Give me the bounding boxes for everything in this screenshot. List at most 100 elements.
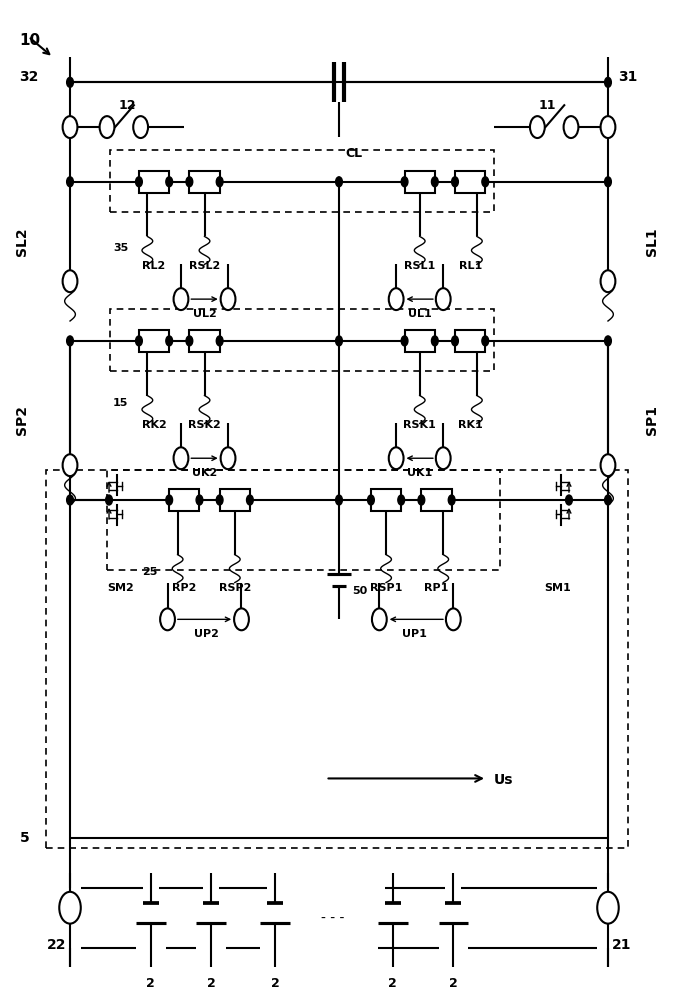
Text: UK2: UK2 (192, 468, 217, 478)
Circle shape (367, 495, 374, 505)
Text: 2: 2 (207, 977, 216, 990)
Bar (170, 489, 199, 511)
Text: 2: 2 (146, 977, 155, 990)
Circle shape (66, 77, 73, 87)
Text: 2: 2 (388, 977, 397, 990)
Circle shape (186, 177, 193, 187)
Bar (111, 150, 494, 212)
Circle shape (452, 336, 458, 346)
Text: 2: 2 (271, 977, 279, 990)
Text: 35: 35 (113, 243, 128, 253)
Circle shape (482, 177, 489, 187)
Text: 32: 32 (20, 70, 39, 84)
Text: UL2: UL2 (193, 309, 216, 319)
Circle shape (136, 336, 142, 346)
Circle shape (66, 177, 73, 187)
Circle shape (398, 495, 405, 505)
Circle shape (59, 892, 81, 924)
Text: SM1: SM1 (544, 583, 571, 593)
Circle shape (166, 495, 173, 505)
Circle shape (336, 177, 342, 187)
Bar (111, 309, 494, 371)
Text: 5: 5 (20, 831, 29, 845)
Bar (421, 489, 452, 511)
Circle shape (160, 608, 175, 630)
Bar (405, 330, 435, 352)
Circle shape (597, 892, 619, 924)
Bar (189, 330, 220, 352)
Circle shape (220, 288, 235, 310)
Text: RK1: RK1 (458, 420, 483, 430)
Text: 11: 11 (539, 99, 556, 112)
Circle shape (482, 336, 489, 346)
Text: RSP1: RSP1 (370, 583, 402, 593)
Text: UL1: UL1 (408, 309, 432, 319)
Text: UP2: UP2 (194, 629, 219, 639)
Text: 12: 12 (119, 99, 136, 112)
Bar (107, 470, 500, 570)
Circle shape (388, 447, 403, 469)
Circle shape (401, 177, 408, 187)
Text: CL: CL (346, 147, 363, 160)
Text: RSK2: RSK2 (188, 420, 221, 430)
Circle shape (216, 336, 223, 346)
Circle shape (436, 288, 451, 310)
Bar (220, 489, 250, 511)
Circle shape (216, 177, 223, 187)
Circle shape (62, 454, 77, 476)
Text: RP1: RP1 (424, 583, 449, 593)
Circle shape (605, 177, 612, 187)
Text: UP1: UP1 (402, 629, 426, 639)
Circle shape (234, 608, 249, 630)
Text: 25: 25 (142, 567, 157, 577)
Circle shape (220, 447, 235, 469)
Circle shape (100, 116, 115, 138)
Circle shape (601, 270, 616, 292)
Circle shape (446, 608, 461, 630)
Text: 10: 10 (20, 33, 41, 48)
Text: RSL1: RSL1 (404, 261, 435, 271)
Circle shape (166, 177, 173, 187)
Bar (455, 330, 485, 352)
Circle shape (601, 454, 616, 476)
Circle shape (134, 116, 148, 138)
Circle shape (196, 495, 203, 505)
Text: SM2: SM2 (107, 583, 134, 593)
Text: 2: 2 (449, 977, 458, 990)
Text: 31: 31 (618, 70, 637, 84)
Text: RP2: RP2 (172, 583, 197, 593)
Circle shape (136, 177, 142, 187)
Text: SP2: SP2 (15, 405, 28, 435)
Bar (455, 171, 485, 193)
Bar (139, 171, 170, 193)
Circle shape (216, 495, 223, 505)
Circle shape (174, 447, 188, 469)
Circle shape (336, 336, 342, 346)
Text: RSK1: RSK1 (403, 420, 436, 430)
Circle shape (336, 495, 342, 505)
Text: 15: 15 (113, 398, 128, 408)
Bar (189, 171, 220, 193)
Text: SP1: SP1 (645, 405, 659, 435)
Text: SL1: SL1 (645, 227, 659, 256)
Circle shape (62, 116, 77, 138)
Circle shape (563, 116, 578, 138)
Text: 21: 21 (612, 938, 631, 952)
Text: RSL2: RSL2 (189, 261, 220, 271)
Circle shape (372, 608, 386, 630)
Circle shape (401, 336, 408, 346)
Text: Us: Us (494, 773, 513, 787)
Circle shape (388, 288, 403, 310)
Text: RSP2: RSP2 (218, 583, 251, 593)
Text: 50: 50 (353, 586, 367, 596)
Circle shape (565, 495, 572, 505)
Circle shape (605, 336, 612, 346)
Text: - - -: - - - (321, 911, 344, 925)
Circle shape (436, 447, 451, 469)
Circle shape (174, 288, 188, 310)
Text: RL1: RL1 (458, 261, 482, 271)
Text: UK1: UK1 (407, 468, 433, 478)
Circle shape (66, 495, 73, 505)
Circle shape (166, 336, 173, 346)
Circle shape (605, 77, 612, 87)
